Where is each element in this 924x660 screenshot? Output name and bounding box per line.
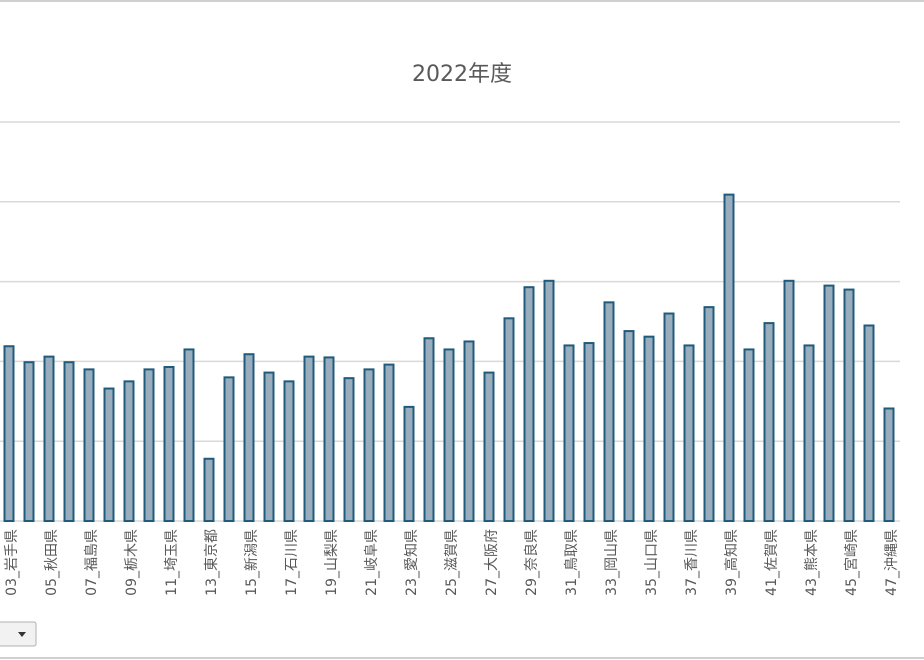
bar — [263, 371, 275, 522]
bar — [643, 335, 655, 522]
bar — [663, 312, 675, 522]
bar — [423, 337, 435, 522]
bar — [803, 344, 815, 522]
bar — [303, 355, 315, 522]
bar — [763, 322, 775, 523]
bar — [383, 363, 395, 523]
bar — [223, 376, 235, 522]
bar — [623, 330, 635, 522]
bar — [183, 348, 195, 522]
bar — [103, 387, 115, 523]
bar — [83, 368, 95, 522]
x-tick-label: 31_鳥取県 — [564, 529, 580, 596]
bar — [443, 348, 455, 522]
x-tick-label: 15_新潟県 — [244, 529, 260, 596]
bar — [603, 301, 615, 522]
bar — [243, 353, 255, 522]
x-tick-label: 29_奈良県 — [524, 529, 540, 596]
bar — [463, 340, 475, 523]
bar — [403, 405, 415, 522]
x-tick-label: 03_岩手県 — [4, 529, 20, 596]
bar — [883, 407, 895, 522]
x-tick-label: 09_栃木県 — [124, 529, 140, 596]
x-tick-label: 47_沖縄県 — [884, 529, 900, 596]
bar — [203, 457, 215, 523]
bar — [703, 306, 715, 522]
bar — [283, 380, 295, 522]
bar — [563, 344, 575, 522]
x-tick-label: 21_岐阜県 — [363, 529, 380, 596]
chart-title: 2022年度 — [412, 62, 512, 87]
x-tick-label: 19_山梨県 — [324, 529, 340, 596]
bar — [583, 342, 595, 522]
bar — [743, 348, 755, 522]
bar — [323, 356, 335, 522]
x-tick-label: 23_愛知県 — [403, 529, 420, 596]
x-tick-label: 13_東京都 — [204, 529, 220, 596]
bar — [823, 284, 835, 522]
bar — [163, 365, 175, 522]
bar — [363, 368, 375, 522]
bar — [783, 279, 795, 522]
x-tick-label: 05_秋田県 — [44, 529, 60, 596]
x-tick-label: 37_香川県 — [684, 529, 700, 596]
bar — [683, 344, 695, 522]
x-tick-label: 25_滋賀県 — [444, 529, 460, 596]
bar — [123, 380, 135, 522]
x-tick-label: 39_高知県 — [723, 529, 740, 596]
x-tick-label: 17_石川県 — [284, 529, 300, 596]
bar — [503, 317, 515, 523]
x-tick-label: 35_山口県 — [644, 529, 660, 596]
bar — [343, 377, 355, 522]
x-tick-label: 33_岡山県 — [604, 529, 620, 596]
bar — [843, 288, 855, 522]
x-tick-label: 45_宮崎県 — [844, 529, 860, 596]
bar — [143, 368, 155, 522]
x-tick-label: 41_佐賀県 — [764, 529, 780, 596]
dropdown-box[interactable] — [0, 621, 37, 647]
bar — [3, 345, 15, 522]
bar — [483, 371, 495, 522]
x-tick-label: 27_大阪府 — [484, 529, 500, 596]
bar — [723, 193, 735, 522]
bar — [63, 361, 75, 522]
bar — [523, 286, 535, 522]
filter-dropdown[interactable] — [0, 621, 37, 647]
x-tick-label: 43_熊本県 — [804, 529, 820, 596]
bar — [863, 324, 875, 522]
x-tick-label: 11_埼玉県 — [164, 529, 180, 596]
bar — [23, 361, 35, 522]
x-tick-label: 07_福島県 — [84, 529, 100, 596]
bar — [43, 355, 55, 522]
bar — [543, 279, 555, 522]
dropdown-arrow — [18, 632, 26, 637]
